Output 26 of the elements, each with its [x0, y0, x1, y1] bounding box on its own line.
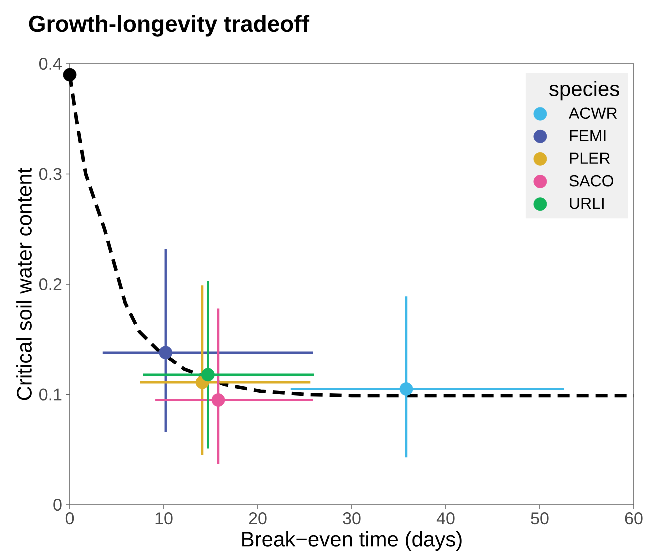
x-axis-title: Break−even time (days) — [242, 531, 462, 552]
legend-label: ACWR — [568, 108, 618, 120]
point — [212, 394, 226, 407]
x-tick-label: 50 — [531, 512, 549, 525]
x-tick-label: 10 — [156, 512, 173, 525]
x-tick-label: 30 — [343, 512, 361, 525]
point — [63, 68, 77, 82]
point — [159, 346, 173, 360]
y-tick-label: 0.3 — [39, 168, 62, 180]
y-tick-label: 0.1 — [39, 388, 62, 401]
x-tick-label: 0 — [66, 512, 74, 525]
point — [400, 382, 414, 396]
legend-label: URLI — [570, 198, 604, 210]
y-tick-label: 0 — [54, 498, 62, 512]
y-axis-title: Critical soil water content — [16, 168, 32, 400]
legend-label: FEMI — [570, 130, 606, 142]
x-tick-label: 60 — [625, 512, 643, 525]
legend-label: PLER — [570, 152, 610, 164]
legend-label: SACO — [570, 175, 614, 187]
x-tick-label: 20 — [249, 512, 267, 525]
y-tick-label: 0.4 — [39, 58, 62, 70]
legend-title: species — [550, 81, 620, 101]
point — [201, 368, 215, 382]
x-tick-label: 40 — [436, 512, 455, 525]
y-tick-label: 0.2 — [39, 278, 62, 291]
chart-title: Growth-longevity tradeoff — [29, 15, 310, 37]
